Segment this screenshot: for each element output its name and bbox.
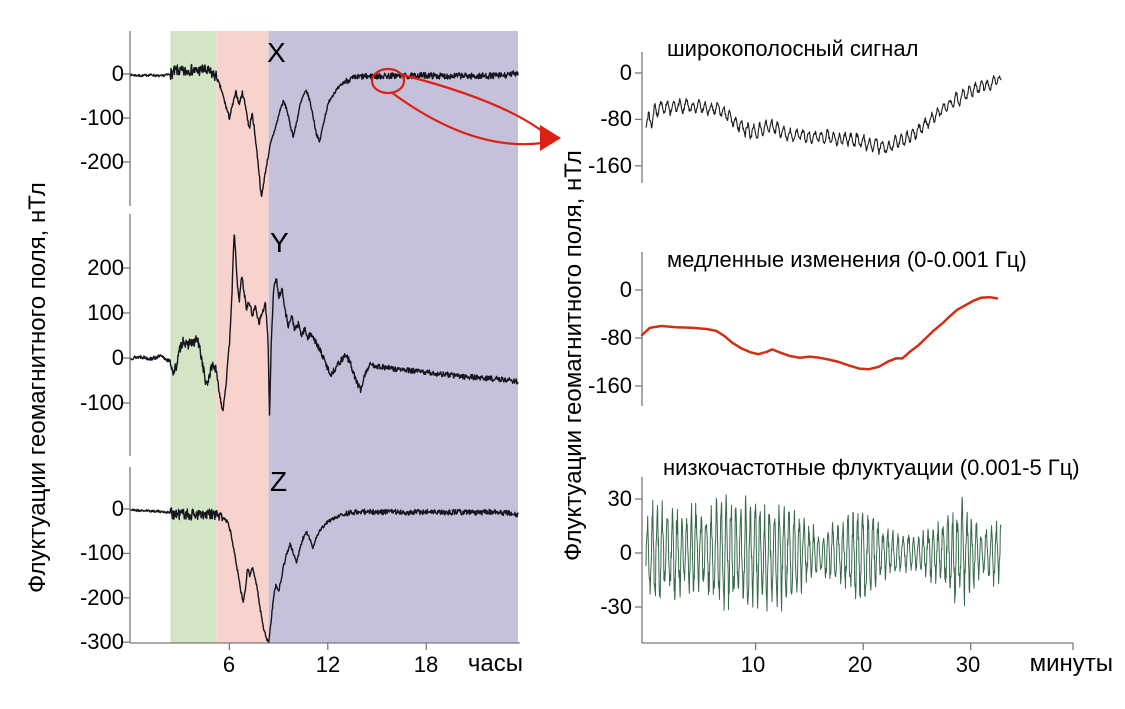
ytick-label: -80 [600,325,632,350]
callout-line [402,73,543,132]
x-axis-unit-hours: часы [467,650,523,677]
xtick-label: 10 [740,652,766,677]
series-медленные-изменения-(0-0.001-гц)-trace [640,295,999,371]
ytick-label: -160 [587,153,632,178]
xtick-label: 12 [315,652,341,677]
series-y-trace [130,234,519,416]
ytick-label: -80 [600,106,632,131]
plot-label-y: Y [270,227,289,258]
plot-title-slow: медленные изменения (0-0.001 Гц) [667,247,1027,272]
ytick-label: 0 [111,496,124,521]
shaded-band-0 [170,31,217,643]
ytick-label: -100 [79,105,124,130]
series-низкочастотные-флуктуации-(0.001-5-гц)-trace [645,494,1002,612]
series-x-trace [130,63,519,197]
ytick-label: 0 [619,277,632,302]
series-z-trace [130,507,519,643]
ytick-label: -100 [79,390,124,415]
plot-title-lowfreq: низкочастотные флуктуации (0.001-5 Гц) [663,455,1080,480]
ytick-label: -200 [79,149,124,174]
ytick-label: -300 [79,629,124,654]
shaded-band-2 [268,31,518,643]
ytick-label: -30 [600,594,632,619]
x-axis-unit-minutes: минуты [1029,650,1113,677]
plot-title-broadband: широкополосный сигнал [667,36,919,61]
xtick-label: 30 [955,652,981,677]
ytick-label: -100 [79,540,124,565]
xtick-label: 18 [413,652,439,677]
callout-line [390,91,543,146]
ytick-label: 0 [111,61,124,86]
ytick-label: -160 [587,373,632,398]
ytick-label: 200 [87,255,124,280]
xtick-label: 6 [222,652,236,677]
callout-ellipse [370,67,406,95]
shaded-band-1 [216,31,269,643]
callout-arrowhead [540,125,561,151]
plot-label-z: Z [270,466,288,497]
ytick-label: 0 [619,60,632,85]
ytick-label: -200 [79,585,124,610]
y-axis-label-left: Флуктуации геомагнитного поля, нТл [24,182,51,593]
ytick-label: 0 [111,345,124,370]
plot-label-x: X [267,37,286,68]
ytick-label: 30 [607,486,632,511]
xtick-label: 20 [847,652,873,677]
ytick-label: 0 [619,540,632,565]
ytick-label: 100 [87,300,124,325]
series-широкополосный-сигнал-trace [645,75,1002,155]
